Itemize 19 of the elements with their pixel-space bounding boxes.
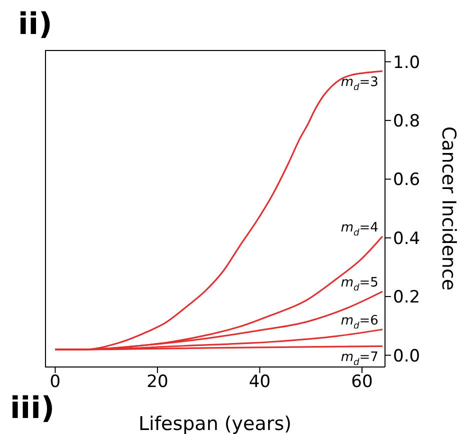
- x-tick-label: 60: [351, 372, 373, 392]
- y-tick-label: 0.0: [393, 346, 420, 366]
- y-tick-label: 0.2: [393, 288, 420, 308]
- series-label: m$_{d}$=7: [340, 350, 378, 368]
- y-tick-label: 1.0: [393, 52, 420, 73]
- y-axis-title: Cancer Incidence: [437, 126, 460, 291]
- series-label: m$_{d}$=6: [340, 313, 378, 332]
- y-tick-label: 0.8: [393, 111, 420, 132]
- y-tick-label: 0.4: [393, 228, 420, 249]
- series-label: m$_{d}$=4: [340, 220, 378, 238]
- series-label: m$_{d}$=5: [340, 276, 378, 294]
- x-tick-label: 20: [146, 372, 168, 392]
- x-tick-label: 0: [50, 372, 61, 392]
- text: iii): [10, 391, 55, 426]
- text: ii): [18, 7, 52, 42]
- x-tick-label: 40: [248, 372, 271, 392]
- series-label: m$_{d}$=3: [340, 75, 378, 93]
- y-tick-label: 0.6: [393, 170, 420, 190]
- x-axis-title: Lifespan (years): [138, 413, 292, 434]
